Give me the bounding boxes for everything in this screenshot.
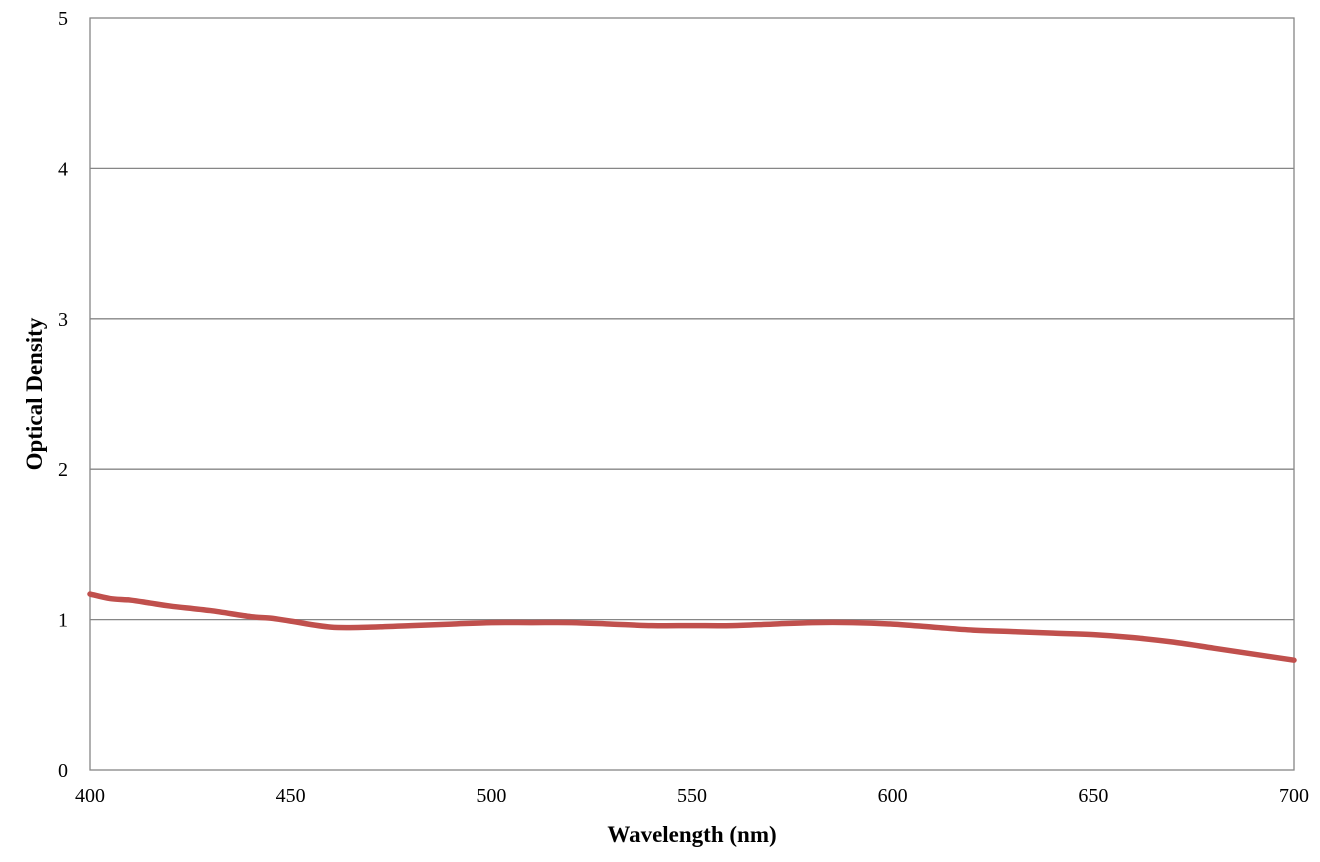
y-axis-tick-labels: 0 1 2 3 4 5: [58, 8, 68, 782]
series-layer: [87, 591, 1297, 663]
y-tick-label: 5: [58, 8, 68, 30]
y-tick-label: 0: [58, 760, 68, 782]
x-axis-title: Wavelength (nm): [607, 822, 776, 847]
plot-area-frame: [89, 17, 1295, 771]
y-tick-label: 2: [58, 459, 68, 481]
x-tick-label: 600: [878, 785, 908, 807]
x-tick-label: 650: [1078, 785, 1108, 807]
y-tick-label: 1: [58, 610, 68, 632]
x-axis-tick-labels: 400 450 500 550 600 650 700: [75, 785, 1309, 807]
x-tick-label: 450: [276, 785, 306, 807]
series-line: [87, 591, 1297, 663]
x-tick-label: 700: [1279, 785, 1309, 807]
x-tick-label: 400: [75, 785, 105, 807]
gridlines: [90, 167, 1294, 621]
x-tick-label: 550: [677, 785, 707, 807]
y-tick-label: 3: [58, 309, 68, 331]
y-axis-title: Optical Density: [22, 317, 47, 470]
y-tick-label: 4: [58, 158, 68, 180]
x-tick-label: 500: [476, 785, 506, 807]
